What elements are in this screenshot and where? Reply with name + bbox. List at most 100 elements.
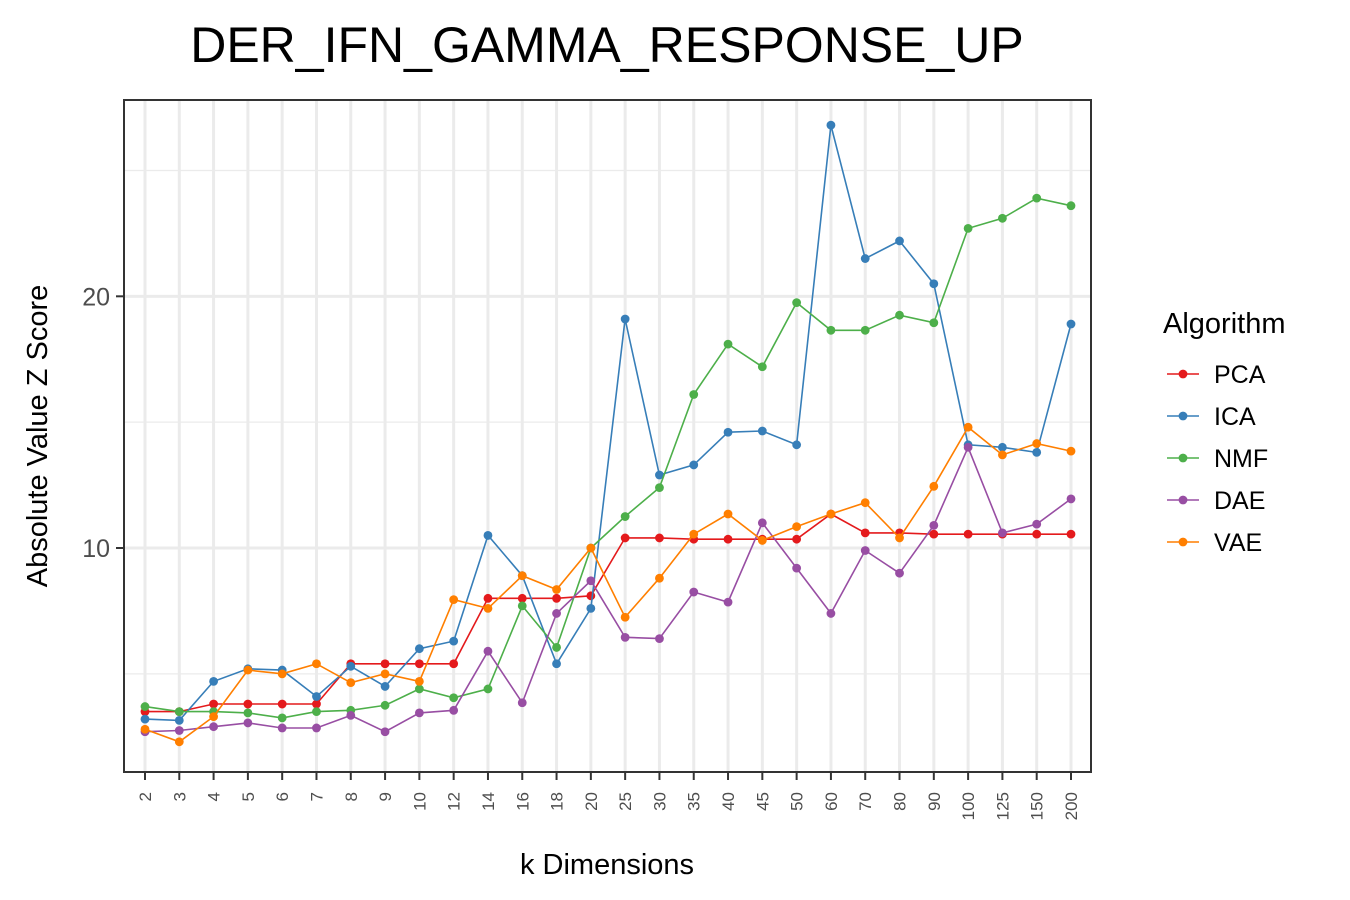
data-point-pca [860,528,870,538]
legend-label: DAE [1214,487,1265,515]
legend-label: VAE [1214,529,1262,557]
data-point-vae [209,712,218,722]
legend-key-point [1178,411,1188,421]
data-point-vae [895,533,904,543]
data-point-pca [792,534,802,544]
data-point-ica [792,440,802,450]
data-point-dae [380,727,390,737]
panel-border [123,99,1092,773]
legend: PCA ICA NMF DAE VAE [1167,361,1268,557]
data-point-ica [1032,447,1042,457]
x-tick-label: 18 [548,792,567,811]
x-tick-label: 60 [822,792,841,811]
x-tick-label: 5 [239,792,258,801]
x-tick-label: 200 [1062,792,1081,820]
data-point-ica [449,636,459,646]
data-point-ica [346,661,356,671]
data-point-pca [1066,529,1076,539]
data-point-pca [963,529,973,539]
data-point-dae [655,634,664,644]
data-point-dae [312,723,321,733]
series-line-pca [145,513,1071,713]
data-point-nmf [552,643,561,652]
x-tick-label: 7 [308,792,327,801]
data-point-ica [209,676,218,686]
x-tick-label: 25 [616,792,635,811]
data-point-ica [723,427,733,437]
data-point-pca [929,529,939,539]
data-point-vae [312,659,321,669]
legend-label: NMF [1214,445,1268,473]
x-tick-label: 100 [959,792,978,820]
data-point-nmf [483,684,493,694]
x-tick-label: 80 [891,792,910,811]
data-point-ica [655,470,664,480]
x-tick-label: 9 [376,792,395,801]
data-point-vae [826,509,836,519]
data-point-ica [552,659,561,669]
data-point-vae [277,669,287,679]
x-tick-label: 3 [170,792,189,801]
data-point-nmf [757,362,767,372]
data-point-nmf [277,713,287,723]
data-point-nmf [689,390,699,399]
data-point-ica [860,254,870,263]
data-point-vae [929,481,939,491]
data-point-vae [414,676,424,686]
series-line-nmf [144,197,1072,719]
data-point-pca [209,699,218,709]
data-point-pca [449,659,459,669]
data-point-nmf [655,483,664,492]
data-point-dae [209,722,218,732]
y-axis-title: Absolute Value Z Score [22,285,54,588]
data-point-vae [963,422,973,432]
data-point-ica [140,714,150,724]
legend-title: Algorithm [1163,308,1286,340]
data-point-pca [1032,529,1042,539]
x-tick-label: 8 [342,792,361,801]
data-point-nmf [723,339,733,349]
data-point-pca [655,533,664,543]
data-point-dae [449,705,459,715]
data-point-dae [963,442,973,452]
data-point-dae [895,568,904,578]
data-point-dae [517,698,527,708]
data-point-nmf [1032,193,1042,203]
data-point-nmf [1066,201,1076,211]
x-tick-label: 20 [582,792,601,811]
data-point-pca [586,591,596,601]
y-tick-label: 10 [82,535,110,563]
data-point-pca [380,659,390,669]
x-tick-label: 4 [205,792,224,801]
data-point-dae [414,708,424,718]
legend-label: ICA [1214,403,1256,431]
grid [124,100,1091,772]
data-point-dae [277,723,287,733]
x-tick-label: 90 [925,792,944,811]
data-point-dae [689,587,699,597]
data-point-vae [655,573,664,583]
data-point-dae [1032,519,1042,529]
data-point-vae [723,509,733,519]
data-point-dae [723,597,733,607]
data-point-ica [895,236,904,246]
x-tick-label: 2 [136,792,155,801]
series-line-vae [144,425,1072,743]
data-point-ica [1066,319,1076,329]
data-point-vae [586,543,596,553]
x-tick-label: 150 [1028,792,1047,820]
legend-key-point [1178,369,1188,379]
data-point-nmf [792,298,802,308]
data-point-pca [277,699,287,709]
data-point-nmf [380,700,390,710]
data-point-ica [380,682,390,691]
data-point-nmf [312,707,321,716]
data-point-nmf [517,601,527,611]
data-point-ica [483,531,493,540]
data-point-ica [312,692,321,701]
series-pca [140,509,1076,716]
x-tick-label: 35 [685,792,704,811]
data-point-dae [586,576,596,586]
data-point-ica [586,604,596,613]
